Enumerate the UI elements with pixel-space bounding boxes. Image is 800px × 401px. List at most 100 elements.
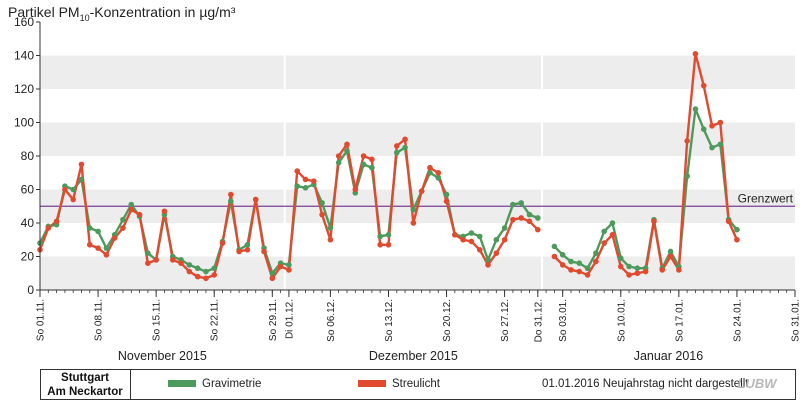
data-point-streulicht [294, 168, 301, 174]
month-dividers [283, 22, 543, 290]
data-point-streulicht [252, 196, 259, 203]
data-point-gravimetrie [294, 183, 301, 189]
data-point-streulicht [443, 198, 450, 205]
data-point-gravimetrie [626, 263, 632, 270]
data-point-streulicht [352, 186, 359, 193]
y-tick-label: 80 [21, 149, 35, 163]
data-point-gravimetrie [327, 225, 334, 231]
data-point-streulicht [468, 238, 475, 245]
data-point-gravimetrie [667, 248, 674, 255]
data-point-gravimetrie [443, 191, 450, 198]
data-point-streulicht [335, 153, 342, 159]
data-point-gravimetrie [103, 245, 110, 251]
data-point-gravimetrie [393, 149, 400, 156]
data-point-streulicht [617, 263, 624, 270]
data-point-streulicht [95, 245, 101, 251]
data-point-streulicht [452, 231, 458, 238]
data-point-streulicht [651, 218, 657, 225]
data-point-streulicht [476, 247, 483, 253]
data-point-streulicht [551, 253, 558, 260]
data-point-streulicht [344, 141, 350, 148]
data-point-gravimetrie [319, 200, 325, 206]
x-tick-label: So 24.01. [732, 299, 743, 342]
station-name-line2: Am Neckartor [47, 386, 123, 398]
data-point-streulicht [684, 138, 690, 144]
data-point-gravimetrie [717, 141, 724, 148]
data-point-gravimetrie [203, 268, 209, 275]
data-point-gravimetrie [95, 228, 101, 235]
data-point-streulicht [169, 257, 176, 263]
grid-band [40, 122, 795, 156]
data-point-streulicht [676, 267, 682, 273]
data-point-gravimetrie [86, 225, 93, 231]
data-point-gravimetrie [584, 265, 591, 272]
month-label: Januar 2016 [634, 349, 704, 363]
data-point-gravimetrie [568, 258, 574, 265]
data-point-gravimetrie [228, 198, 234, 205]
data-point-streulicht [145, 260, 151, 267]
data-point-streulicht [153, 257, 159, 263]
data-point-gravimetrie [128, 201, 135, 208]
data-point-streulicht [53, 218, 60, 225]
data-point-streulicht [161, 208, 168, 215]
data-point-streulicht [385, 241, 392, 248]
data-point-streulicht [120, 225, 126, 231]
data-point-streulicht [111, 235, 118, 241]
x-tick-label: So 10.01. [616, 299, 627, 342]
data-point-streulicht [402, 136, 408, 143]
data-point-gravimetrie [385, 231, 392, 238]
threshold-label: Grenzwert [738, 191, 794, 205]
grid-band [40, 256, 795, 290]
data-point-streulicht [128, 206, 135, 213]
data-point-streulicht [228, 191, 234, 198]
x-tick-label: So 15.11. [152, 299, 163, 341]
data-point-streulicht [219, 240, 226, 246]
x-tick-label: So 03.01. [558, 299, 569, 342]
data-point-gravimetrie [344, 148, 350, 154]
data-point-streulicht [725, 218, 732, 225]
data-point-streulicht [510, 216, 516, 223]
x-tick-label: So 20.12. [442, 299, 453, 342]
y-tick-label: 60 [21, 183, 35, 197]
data-point-streulicht [526, 218, 533, 225]
data-point-streulicht [302, 176, 309, 183]
data-point-streulicht [310, 178, 317, 184]
legend-swatch-streulicht [358, 380, 386, 387]
data-point-gravimetrie [734, 226, 740, 233]
data-point-streulicht [393, 143, 400, 149]
month-labels: November 2015 Dezember 2015 Januar 2016 [118, 349, 703, 363]
x-tick-label: So 31.01. [791, 299, 800, 342]
data-point-streulicht [717, 119, 724, 126]
data-point-gravimetrie [609, 220, 616, 226]
data-point-streulicht [700, 82, 707, 89]
data-point-streulicht [269, 275, 276, 282]
data-point-streulicht [626, 272, 632, 278]
data-point-streulicht [634, 270, 641, 277]
x-tick-label: So 29.11. [268, 299, 279, 341]
data-point-streulicht [78, 161, 85, 168]
data-point-streulicht [410, 220, 417, 226]
data-point-gravimetrie [551, 243, 558, 250]
data-point-gravimetrie [593, 250, 599, 256]
data-point-streulicht [86, 241, 93, 248]
x-tick-label: So 06.12. [326, 299, 337, 342]
data-point-streulicht [576, 268, 583, 275]
data-point-streulicht [642, 268, 649, 275]
data-point-gravimetrie [501, 225, 508, 231]
data-point-gravimetrie [576, 260, 583, 267]
footer-legend: Stuttgart Am Neckartor Gravimetrie Streu… [40, 369, 796, 400]
data-point-gravimetrie [709, 144, 715, 151]
data-point-streulicht [327, 236, 334, 243]
data-point-streulicht [427, 164, 433, 171]
grid-band [40, 22, 795, 56]
data-point-gravimetrie [145, 250, 151, 256]
x-tick-label: Do 31.12. [533, 299, 544, 342]
data-point-gravimetrie [186, 262, 193, 268]
data-point-streulicht [319, 211, 325, 218]
y-tick-label: 140 [14, 49, 34, 63]
station-name-line1: Stuttgart [61, 372, 109, 384]
data-point-streulicht [286, 267, 292, 273]
data-point-gravimetrie [211, 265, 218, 272]
y-tick-label: 20 [21, 250, 35, 264]
data-point-gravimetrie [700, 126, 707, 132]
